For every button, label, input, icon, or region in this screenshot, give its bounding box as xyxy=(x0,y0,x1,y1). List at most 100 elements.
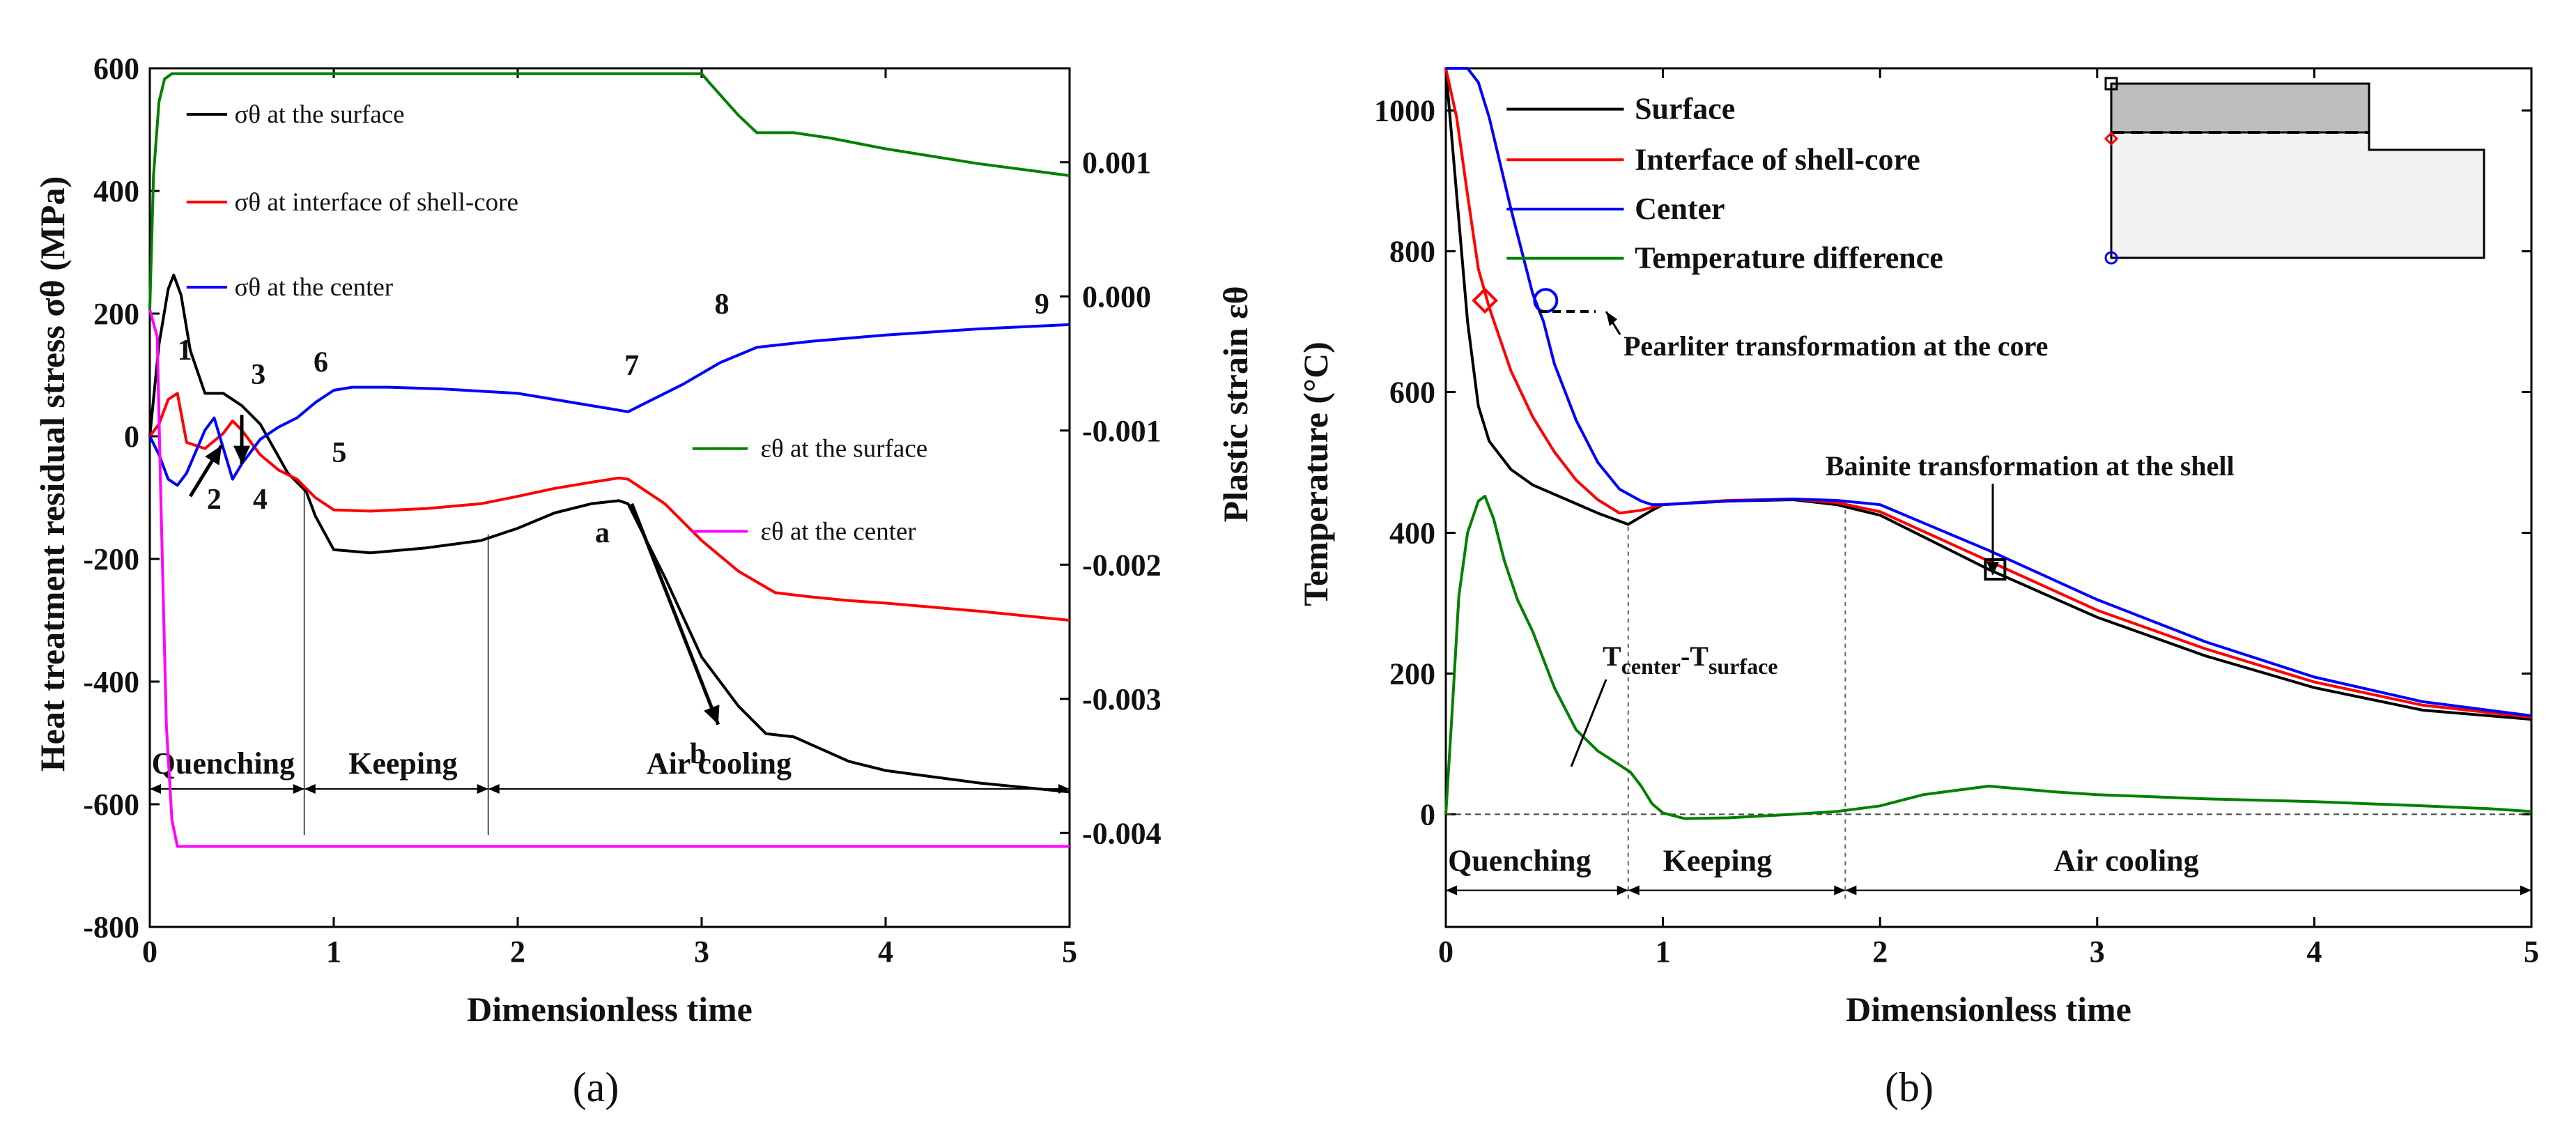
y-tick-label-a-600: -600 xyxy=(83,788,139,822)
point-label-a-2: 2 xyxy=(207,484,222,516)
phase-arrowhead-left-icon-a-1 xyxy=(304,784,316,794)
arrow-a-cooling-head-icon xyxy=(704,705,720,725)
y-tick-label-b-800: 800 xyxy=(1389,235,1435,269)
inset-center-marker xyxy=(2104,251,2118,265)
legend-label-a-2: σθ at the center xyxy=(234,273,393,302)
arrow-a-cooling-shaft xyxy=(630,502,720,726)
legend-label-a-4: εθ at the center xyxy=(760,517,916,546)
y-tick-label-b-0: 0 xyxy=(1420,797,1435,831)
inset-surface-marker xyxy=(2104,77,2118,91)
point-label-a-1: 1 xyxy=(178,335,192,367)
y-axis-title-b: Temperature (°C) xyxy=(1296,341,1335,606)
x-tick-label-a-3: 3 xyxy=(694,935,709,969)
x-tick-label-b-0: 0 xyxy=(1438,935,1453,969)
series-line-a-1 xyxy=(148,392,1070,622)
legend-label-b-1: Interface of shell-core xyxy=(1635,142,1920,176)
x-tick-label-b-3: 3 xyxy=(2090,935,2105,969)
phase-arrowhead-right-icon-a-0 xyxy=(293,784,304,794)
bainite-arrowhead-icon xyxy=(1987,562,1999,576)
phase-markers-a: Quenching Keeping Air cooling xyxy=(150,488,1070,835)
y2-tick-label-a-0-003: -0.003 xyxy=(1082,682,1162,716)
phase-label-b-quenching: Quenching xyxy=(1448,843,1591,877)
legend-label-a-0: σθ at the surface xyxy=(234,100,404,129)
trend-arrows-a xyxy=(188,415,720,726)
series-line-b-2 xyxy=(1446,67,2532,717)
legend-a: σθ at the surface σθ at interface of shel… xyxy=(186,100,927,546)
axis-ticks-a: 0 1 2 3 4 5 600 400 200 0 -200 -400 -600 -800 0.001 0.0… xyxy=(83,52,1161,969)
y-tick-label-b-1000: 1000 xyxy=(1374,94,1435,128)
y-tick-label-a-800: -800 xyxy=(83,910,139,944)
phase-arrowhead-left-icon-a-2 xyxy=(488,784,500,794)
y2-tick-label-a-0-001: -0.001 xyxy=(1082,414,1162,448)
x-tick-label-a-0: 0 xyxy=(142,935,157,969)
x-tick-label-a-1: 1 xyxy=(326,935,341,969)
phase-label-b-keeping: Keeping xyxy=(1663,843,1772,877)
temperature-difference-pointer xyxy=(1570,679,1607,767)
x-axis-title-a: Dimensionless time xyxy=(467,990,753,1029)
y-tick-label-a-600: 600 xyxy=(93,52,139,86)
legend-label-a-1: σθ at interface of shell-core xyxy=(234,188,518,217)
geometry-inset-b xyxy=(2104,77,2485,265)
arrow-a-rise-head-icon xyxy=(205,445,222,466)
point-label-a-5: 5 xyxy=(332,437,346,469)
phase-label-a-quenching: Quenching xyxy=(152,746,295,781)
x-tick-label-b-4: 4 xyxy=(2306,935,2322,969)
phase-label-a-air-cooling: Air cooling xyxy=(647,746,792,781)
inset-interface-marker xyxy=(2104,131,2119,146)
inset-shell-region xyxy=(2110,82,2370,134)
phase-arrowhead-left-icon-a-0 xyxy=(150,784,161,794)
x-tick-label-a-2: 2 xyxy=(510,935,525,969)
phase-arrowhead-right-icon-b-0 xyxy=(1617,885,1628,896)
y-tick-label-a-200: -200 xyxy=(83,542,139,576)
phase-markers-b: Quenching Keeping Air cooling xyxy=(1446,501,2531,899)
pearlite-arrowhead-icon xyxy=(1606,312,1617,326)
y2-tick-label-a-0-004: -0.004 xyxy=(1082,816,1162,850)
legend-label-a-3: εθ at the surface xyxy=(760,435,927,463)
legend-label-b-2: Center xyxy=(1635,192,1725,226)
legend-label-b-3: Temperature difference xyxy=(1635,241,1943,275)
temperature-difference-label: Tcenter-Tsurface xyxy=(1603,640,1777,679)
phase-arrowhead-right-icon-a-1 xyxy=(477,784,488,794)
y2-tick-label-a-0-000: 0.000 xyxy=(1082,279,1151,314)
panel-b-temperature-chart: 0 1 2 3 4 5 1000 800 600 400 200 0 Quenching Keeping… xyxy=(1296,67,2539,1110)
y-tick-label-a-0: 0 xyxy=(124,420,139,454)
legend-b: Surface Interface of shell-core Center Temp… xyxy=(1506,92,1943,275)
point-label-a-b: b xyxy=(690,738,706,770)
series-line-b-3 xyxy=(1444,495,2532,820)
x-tick-label-a-5: 5 xyxy=(1062,935,1077,969)
y2-tick-label-a-0-001: 0.001 xyxy=(1082,146,1151,180)
point-annotations-a: 1 2 3 4 5 6 7 8 9 a b xyxy=(178,289,1049,770)
series-lines-a xyxy=(148,72,1070,848)
pearlite-annotation: Pearliter transformation at the core xyxy=(1624,330,2048,362)
x-tick-label-b-1: 1 xyxy=(1656,935,1671,969)
series-line-a-0 xyxy=(148,273,1070,794)
y-tick-label-b-600: 600 xyxy=(1389,376,1435,410)
plot-frame-a xyxy=(148,67,1071,928)
bainite-annotation: Bainite transformation at the shell xyxy=(1826,450,2235,482)
point-label-a-6: 6 xyxy=(314,347,328,379)
y2-axis-title-a: Plastic strain εθ xyxy=(1216,286,1255,522)
phase-arrowhead-left-icon-b-0 xyxy=(1446,885,1457,896)
point-label-a-4: 4 xyxy=(253,484,268,516)
x-tick-label-b-5: 5 xyxy=(2524,935,2539,969)
y-tick-label-b-400: 400 xyxy=(1389,516,1435,550)
series-line-a-3 xyxy=(148,72,1070,310)
series-line-a-4 xyxy=(148,309,1070,848)
x-axis-title-b: Dimensionless time xyxy=(1846,990,2131,1029)
series-line-a-2 xyxy=(148,323,1070,487)
plot-frame-b xyxy=(1444,67,2533,928)
phase-label-a-keeping: Keeping xyxy=(348,746,457,781)
phase-arrowhead-right-icon-b-1 xyxy=(1834,885,1846,896)
caption-a: (a) xyxy=(573,1064,619,1110)
series-lines-b xyxy=(1444,67,2532,820)
transformation-markers-b xyxy=(1472,287,2007,581)
phase-arrowhead-left-icon-b-1 xyxy=(1628,885,1640,896)
pearlite-center-circle-icon xyxy=(1533,288,1559,314)
phase-arrowhead-right-icon-b-2 xyxy=(2520,885,2531,896)
phase-label-b-air-cooling: Air cooling xyxy=(2053,843,2198,877)
y-tick-label-a-400: -400 xyxy=(83,665,139,699)
caption-b: (b) xyxy=(1885,1064,1934,1110)
point-label-a-3: 3 xyxy=(251,359,265,391)
series-line-b-1 xyxy=(1444,68,2532,719)
